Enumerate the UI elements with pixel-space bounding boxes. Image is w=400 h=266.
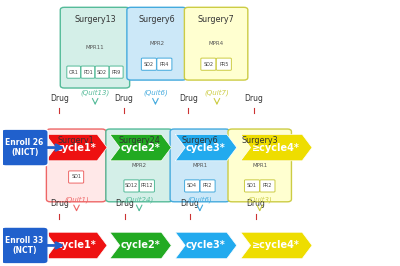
Polygon shape [110, 232, 171, 259]
FancyBboxPatch shape [260, 180, 275, 192]
FancyBboxPatch shape [201, 58, 216, 70]
FancyBboxPatch shape [46, 129, 106, 202]
Text: Drug: Drug [116, 200, 134, 209]
FancyBboxPatch shape [216, 58, 231, 70]
Text: Drug: Drug [245, 94, 264, 103]
Text: PR4: PR4 [160, 62, 169, 67]
Polygon shape [241, 232, 312, 259]
Text: (Quit6): (Quit6) [188, 196, 212, 203]
Text: MPR2: MPR2 [132, 163, 147, 168]
FancyBboxPatch shape [141, 58, 156, 70]
FancyBboxPatch shape [184, 180, 200, 192]
Text: SD1: SD1 [71, 174, 81, 180]
Text: Drug: Drug [50, 94, 69, 103]
Text: (Quit24): (Quit24) [124, 196, 154, 203]
Text: Surgery24: Surgery24 [118, 136, 160, 146]
Text: Surgery6: Surgery6 [182, 136, 218, 146]
FancyBboxPatch shape [157, 58, 172, 70]
FancyBboxPatch shape [200, 180, 215, 192]
Polygon shape [241, 134, 312, 161]
Text: Drug: Drug [179, 94, 198, 103]
FancyBboxPatch shape [228, 129, 292, 202]
Text: cycle2*: cycle2* [121, 143, 160, 153]
FancyBboxPatch shape [139, 180, 154, 192]
Text: cycle2*: cycle2* [121, 240, 160, 251]
Text: PR9: PR9 [112, 70, 121, 75]
FancyBboxPatch shape [184, 7, 248, 80]
FancyBboxPatch shape [1, 227, 48, 264]
Text: ≥cycle4*: ≥cycle4* [252, 143, 300, 153]
FancyBboxPatch shape [170, 129, 230, 202]
FancyBboxPatch shape [127, 7, 186, 80]
Text: MPR1: MPR1 [252, 163, 267, 168]
Text: SD1: SD1 [247, 184, 257, 188]
Text: PR2: PR2 [203, 184, 212, 188]
Text: Surgery1: Surgery1 [58, 136, 94, 146]
FancyBboxPatch shape [124, 180, 139, 192]
Text: (Quit7): (Quit7) [204, 89, 229, 96]
Text: MPR11: MPR11 [86, 45, 104, 50]
Text: MPR4: MPR4 [208, 41, 224, 46]
FancyBboxPatch shape [244, 180, 260, 192]
Text: (Quit3): (Quit3) [247, 196, 272, 203]
FancyBboxPatch shape [1, 129, 48, 166]
Text: PR5: PR5 [219, 62, 228, 67]
FancyBboxPatch shape [68, 171, 84, 183]
FancyBboxPatch shape [60, 7, 130, 88]
Text: MPR1: MPR1 [192, 163, 208, 168]
Text: cycle1*: cycle1* [56, 143, 96, 153]
FancyBboxPatch shape [106, 129, 172, 202]
FancyBboxPatch shape [67, 66, 80, 78]
Text: SD12: SD12 [125, 184, 138, 188]
Text: Drug: Drug [50, 200, 69, 209]
Text: Drug: Drug [246, 200, 265, 209]
Text: SD2: SD2 [203, 62, 213, 67]
Polygon shape [175, 232, 237, 259]
Text: ≥cycle4*: ≥cycle4* [252, 240, 300, 251]
Text: (Quit13): (Quit13) [80, 89, 110, 96]
FancyBboxPatch shape [81, 66, 95, 78]
Text: SD4: SD4 [187, 184, 197, 188]
Text: PR12: PR12 [141, 184, 153, 188]
Text: (Quit6): (Quit6) [143, 89, 168, 96]
Text: Surgery3: Surgery3 [242, 136, 278, 146]
FancyBboxPatch shape [95, 66, 109, 78]
Text: Surgery7: Surgery7 [198, 15, 234, 24]
Polygon shape [46, 134, 107, 161]
Text: PR2: PR2 [263, 184, 272, 188]
Text: Enroll 33
(NCT): Enroll 33 (NCT) [6, 236, 44, 255]
Text: cycle3*: cycle3* [186, 240, 226, 251]
Polygon shape [46, 232, 107, 259]
Text: PD1: PD1 [83, 70, 93, 75]
Text: CR1: CR1 [69, 70, 79, 75]
Text: SD2: SD2 [144, 62, 154, 67]
Text: Surgery6: Surgery6 [138, 15, 175, 24]
FancyBboxPatch shape [109, 66, 123, 78]
Text: SD2: SD2 [97, 70, 107, 75]
Text: Drug: Drug [114, 94, 133, 103]
Text: cycle3*: cycle3* [186, 143, 226, 153]
Polygon shape [110, 134, 171, 161]
Text: cycle1*: cycle1* [56, 240, 96, 251]
Text: Enroll 26
(NICT): Enroll 26 (NICT) [6, 138, 44, 157]
Text: Drug: Drug [180, 200, 199, 209]
Text: MPR2: MPR2 [149, 41, 164, 46]
Polygon shape [175, 134, 237, 161]
Text: Surgery13: Surgery13 [74, 15, 116, 24]
Text: (Quit1): (Quit1) [64, 196, 89, 203]
